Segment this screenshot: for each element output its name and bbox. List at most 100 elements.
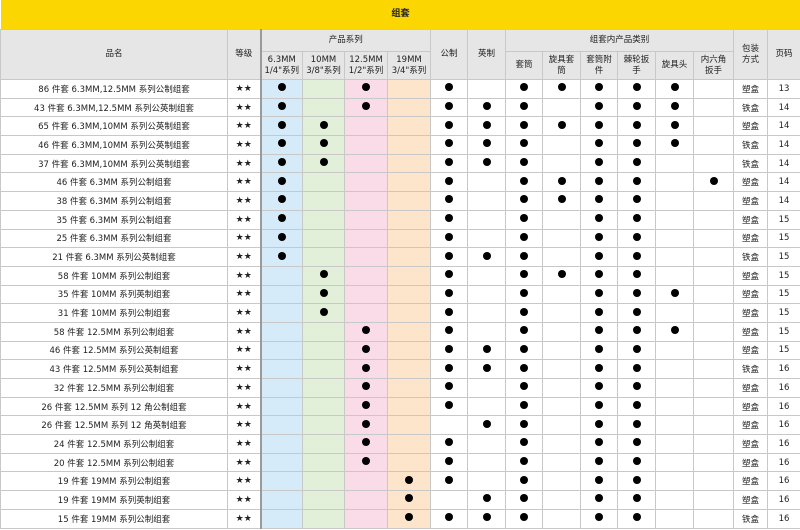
dot-icon [595, 457, 603, 466]
dot-icon [362, 457, 370, 466]
series-cell [260, 228, 303, 249]
series-cell [387, 153, 431, 174]
contents-cell [580, 452, 618, 473]
dot-icon [520, 419, 528, 428]
series-cell [302, 471, 345, 492]
dot-icon [445, 475, 453, 484]
packaging: 铁盒 [733, 359, 768, 379]
page-number: 16 [766, 490, 800, 510]
dot-icon [445, 288, 453, 297]
dot-icon [557, 83, 566, 92]
imperial-cell [467, 508, 506, 529]
imperial-cell [467, 396, 506, 417]
contents-cell [542, 415, 581, 436]
series-cell [302, 321, 345, 342]
metric-cell [430, 359, 468, 379]
contents-cell [580, 191, 618, 211]
series-cell [302, 191, 345, 211]
dot-icon [445, 102, 453, 111]
contents-cell [655, 340, 694, 361]
series-cell [260, 415, 303, 436]
contents-cell [580, 209, 618, 230]
metric-cell [430, 209, 468, 230]
contents-cell [693, 191, 734, 211]
contents-cell [693, 415, 734, 436]
metric-cell [430, 378, 468, 398]
dot-icon [277, 83, 286, 92]
dot-icon [670, 139, 679, 148]
dot-icon [445, 401, 453, 410]
series-cell [344, 321, 388, 342]
packaging: 塑盒 [733, 228, 768, 249]
contents-cell [505, 153, 543, 174]
dot-icon [319, 139, 328, 148]
contents-cell [505, 247, 543, 267]
packaging: 铁盒 [733, 247, 768, 267]
dot-icon [520, 102, 528, 111]
table-row: 35 件套 6.3MM 系列公制组套 ★★ 塑盒 15 [0, 209, 800, 230]
packaging: 塑盒 [733, 471, 768, 492]
series-cell [387, 452, 431, 473]
dot-icon [362, 83, 370, 92]
dot-icon [482, 363, 491, 372]
contents-cell [542, 359, 581, 379]
contents-cell [580, 471, 618, 492]
page-number: 14 [766, 191, 800, 211]
table-row: 43 件套 6.3MM,12.5MM 系列公英制组套 ★★ 铁盒 14 [0, 97, 800, 118]
dot-icon [595, 326, 603, 335]
dot-icon [632, 401, 641, 410]
dot-icon [632, 270, 641, 279]
dot-icon [482, 344, 491, 353]
contents-cell [693, 172, 734, 193]
contents-cell [693, 434, 734, 454]
imperial-cell [467, 97, 506, 118]
dot-icon [632, 232, 641, 241]
dot-icon [445, 513, 453, 522]
contents-cell [542, 135, 581, 155]
contents-cell [580, 396, 618, 417]
contents-cell [655, 508, 694, 529]
metric-cell [430, 415, 468, 436]
contents-cell [580, 228, 618, 249]
series-cell [344, 191, 388, 211]
series-cell [344, 172, 388, 193]
contents-cell [505, 321, 543, 342]
dot-icon [277, 139, 286, 148]
series-cell [344, 247, 388, 267]
dot-icon [632, 344, 641, 353]
packaging: 塑盒 [733, 191, 768, 211]
imperial-cell [467, 79, 506, 99]
table-row: 32 件套 12.5MM 系列公制组套 ★★ 塑盒 16 [0, 378, 800, 398]
dot-icon [632, 475, 641, 484]
product-name: 21 件套 6.3MM 系列公英制组套 [0, 247, 228, 267]
contents-cell [505, 452, 543, 473]
dot-icon [445, 120, 453, 129]
page-number: 15 [766, 265, 800, 286]
contents-cell [617, 452, 656, 473]
contents-cell [542, 508, 581, 529]
dot-icon [557, 270, 566, 279]
contents-cell [580, 340, 618, 361]
page-number: 15 [766, 228, 800, 249]
packaging: 塑盒 [733, 378, 768, 398]
dot-icon [595, 438, 603, 447]
series-cell [260, 508, 303, 529]
contents-cell [505, 490, 543, 510]
contents-cell [693, 490, 734, 510]
grade-stars: ★★ [227, 303, 262, 323]
series-cell [344, 116, 388, 137]
grade-stars: ★★ [227, 97, 262, 118]
grade-stars: ★★ [227, 153, 262, 174]
contents-cell [655, 265, 694, 286]
dot-icon [632, 158, 641, 167]
dot-icon [520, 382, 528, 391]
packaging: 塑盒 [733, 490, 768, 510]
series-cell [387, 359, 431, 379]
series-cell [260, 284, 303, 305]
page-number: 16 [766, 434, 800, 454]
dot-icon [319, 158, 328, 167]
header-contents-5: 内六角扳手 [693, 51, 734, 80]
series-cell [344, 79, 388, 99]
contents-cell [617, 378, 656, 398]
grade-stars: ★★ [227, 228, 262, 249]
